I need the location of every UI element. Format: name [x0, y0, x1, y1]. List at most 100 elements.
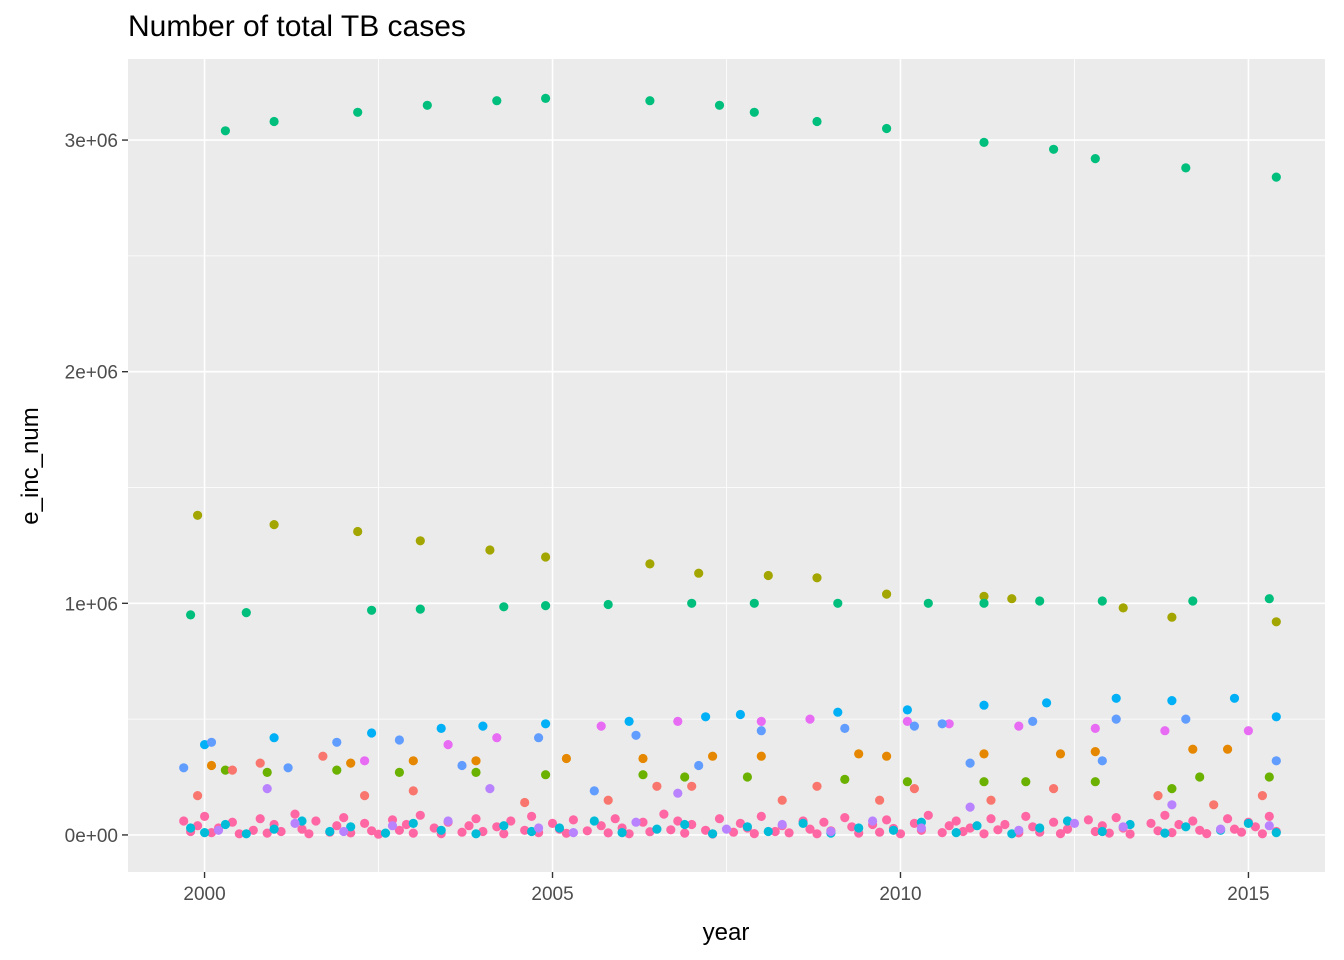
data-point — [652, 781, 662, 791]
data-point — [213, 825, 224, 835]
data-point — [708, 829, 718, 839]
data-point — [687, 781, 697, 791]
data-point — [443, 740, 453, 750]
data-point — [499, 602, 509, 612]
data-point — [1090, 747, 1100, 757]
data-point — [1055, 829, 1066, 839]
data-point — [645, 559, 655, 569]
data-point — [227, 817, 237, 827]
data-point — [756, 716, 766, 727]
data-point — [854, 749, 864, 759]
data-point — [276, 826, 286, 837]
data-point — [596, 821, 606, 831]
data-point — [1062, 824, 1073, 834]
data-point — [805, 824, 815, 834]
chart-title: Number of total TB cases — [128, 10, 466, 43]
data-point — [220, 126, 230, 136]
data-point — [179, 763, 189, 773]
data-point — [895, 829, 906, 839]
data-point — [728, 827, 739, 837]
data-point — [269, 733, 279, 743]
data-point — [770, 826, 780, 837]
data-point — [1049, 784, 1059, 794]
data-point — [541, 719, 551, 729]
data-point — [200, 811, 210, 822]
data-point — [749, 107, 759, 117]
data-point — [457, 760, 467, 771]
data-point — [179, 816, 189, 826]
data-point — [1042, 698, 1052, 708]
data-point — [360, 791, 370, 801]
data-point — [923, 598, 933, 608]
data-point — [186, 823, 196, 833]
data-point — [1257, 829, 1267, 839]
data-point — [1229, 693, 1240, 703]
data-point — [1104, 828, 1114, 838]
data-point — [387, 821, 398, 831]
data-point — [756, 726, 766, 736]
data-point — [763, 826, 773, 837]
data-point — [269, 520, 279, 530]
data-point — [1090, 826, 1100, 837]
data-point — [415, 536, 425, 546]
data-point — [742, 822, 753, 832]
data-point — [1007, 594, 1017, 604]
data-point — [200, 740, 210, 750]
data-point — [1174, 819, 1184, 830]
data-point — [1181, 822, 1191, 832]
data-point — [868, 816, 878, 826]
data-point — [568, 828, 579, 838]
data-point — [1049, 144, 1059, 154]
data-point — [1153, 791, 1163, 801]
x-tick-label: 2000 — [183, 884, 225, 905]
data-point — [944, 821, 954, 831]
data-point — [777, 819, 787, 830]
y-tick-label: 3e+06 — [65, 131, 118, 152]
data-points — [179, 93, 1281, 839]
data-point — [367, 605, 377, 615]
data-point — [1146, 818, 1156, 829]
data-point — [1271, 712, 1281, 722]
data-point — [603, 599, 613, 610]
data-point — [541, 93, 551, 103]
data-point — [492, 96, 502, 106]
data-point — [951, 816, 961, 826]
data-point — [290, 809, 300, 819]
data-point — [241, 608, 251, 618]
y-tick-label: 1e+06 — [65, 594, 118, 615]
data-point — [346, 822, 356, 832]
data-point — [206, 760, 217, 771]
data-point — [603, 795, 613, 805]
data-point — [979, 749, 989, 759]
data-point — [534, 733, 544, 743]
data-point — [360, 756, 370, 766]
data-point — [547, 818, 558, 829]
data-point — [262, 767, 272, 778]
data-point — [1090, 777, 1100, 787]
data-point — [735, 709, 746, 720]
data-point — [1209, 800, 1219, 810]
data-point — [673, 716, 683, 727]
data-point — [534, 823, 544, 833]
data-point — [1264, 821, 1274, 831]
data-point — [603, 828, 613, 838]
data-point — [1014, 825, 1024, 835]
data-point — [680, 828, 690, 838]
data-point — [527, 826, 537, 837]
data-point — [993, 825, 1003, 835]
data-point — [408, 756, 418, 766]
data-point — [840, 774, 850, 785]
data-point — [673, 816, 683, 826]
data-point — [220, 819, 230, 830]
data-point — [1055, 749, 1066, 759]
data-point — [714, 100, 725, 110]
data-point — [673, 788, 683, 798]
data-point — [541, 770, 551, 780]
data-point — [353, 526, 363, 537]
data-point — [875, 827, 885, 837]
axes: 2000 2005 2010 2015 0e+00 1e+06 2e+06 3e+06 — [65, 131, 1270, 905]
data-point — [972, 821, 982, 831]
data-point — [902, 716, 913, 727]
data-point — [840, 723, 850, 734]
data-point — [1097, 596, 1107, 606]
